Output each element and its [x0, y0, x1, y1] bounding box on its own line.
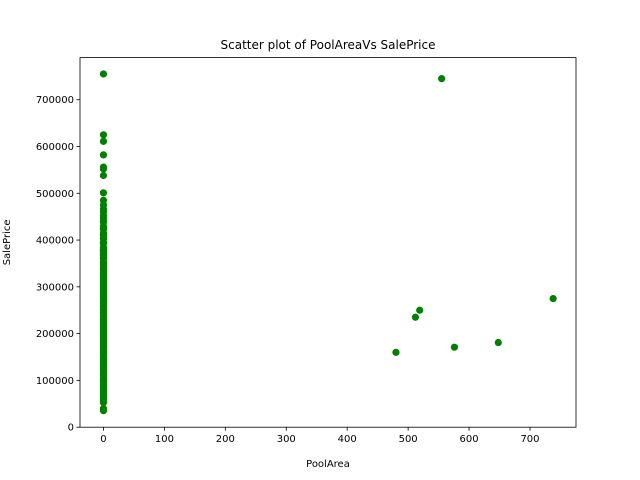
- data-point: [99, 171, 108, 180]
- data-point: [99, 189, 108, 197]
- data-points: [99, 70, 557, 415]
- data-point: [549, 294, 557, 303]
- data-point: [494, 338, 502, 347]
- y-tick-label: 600000: [36, 142, 74, 153]
- x-tick-label: 200: [216, 434, 235, 445]
- data-point: [99, 165, 108, 173]
- data-point: [99, 407, 108, 415]
- data-point: [99, 131, 108, 139]
- data-point: [99, 137, 108, 145]
- data-point: [392, 348, 400, 356]
- plot-area-frame: [79, 57, 577, 428]
- y-tick-label: 500000: [36, 189, 74, 200]
- data-point: [411, 313, 420, 321]
- data-point: [450, 343, 459, 351]
- y-tick-label: 100000: [36, 376, 74, 387]
- y-tick-label: 300000: [36, 282, 74, 293]
- x-tick-label: 700: [520, 434, 539, 445]
- y-tick-label: 400000: [36, 236, 74, 247]
- x-tick-label: 300: [277, 434, 296, 445]
- axis-ticks: 0 100 200 300 400 500 600 700 0 100000 200000 30000…: [36, 95, 540, 445]
- x-tick-label: 0: [100, 434, 106, 445]
- x-tick-label: 400: [338, 434, 357, 445]
- x-tick-label: 500: [399, 434, 418, 445]
- data-point: [99, 399, 108, 407]
- data-point: [99, 151, 108, 159]
- y-axis-title: SalePrice: [2, 219, 13, 265]
- x-tick-label: 100: [155, 434, 174, 445]
- y-tick-label: 0: [68, 423, 74, 434]
- x-tick-label: 600: [460, 434, 479, 445]
- chart-title: Scatter plot of PoolAreaVs SalePrice: [221, 38, 436, 52]
- x-axis-title: PoolArea: [306, 459, 350, 470]
- data-point: [99, 70, 108, 78]
- y-tick-label: 200000: [36, 329, 74, 340]
- y-tick-label: 700000: [36, 95, 74, 106]
- data-point: [438, 75, 446, 83]
- data-point: [416, 306, 424, 314]
